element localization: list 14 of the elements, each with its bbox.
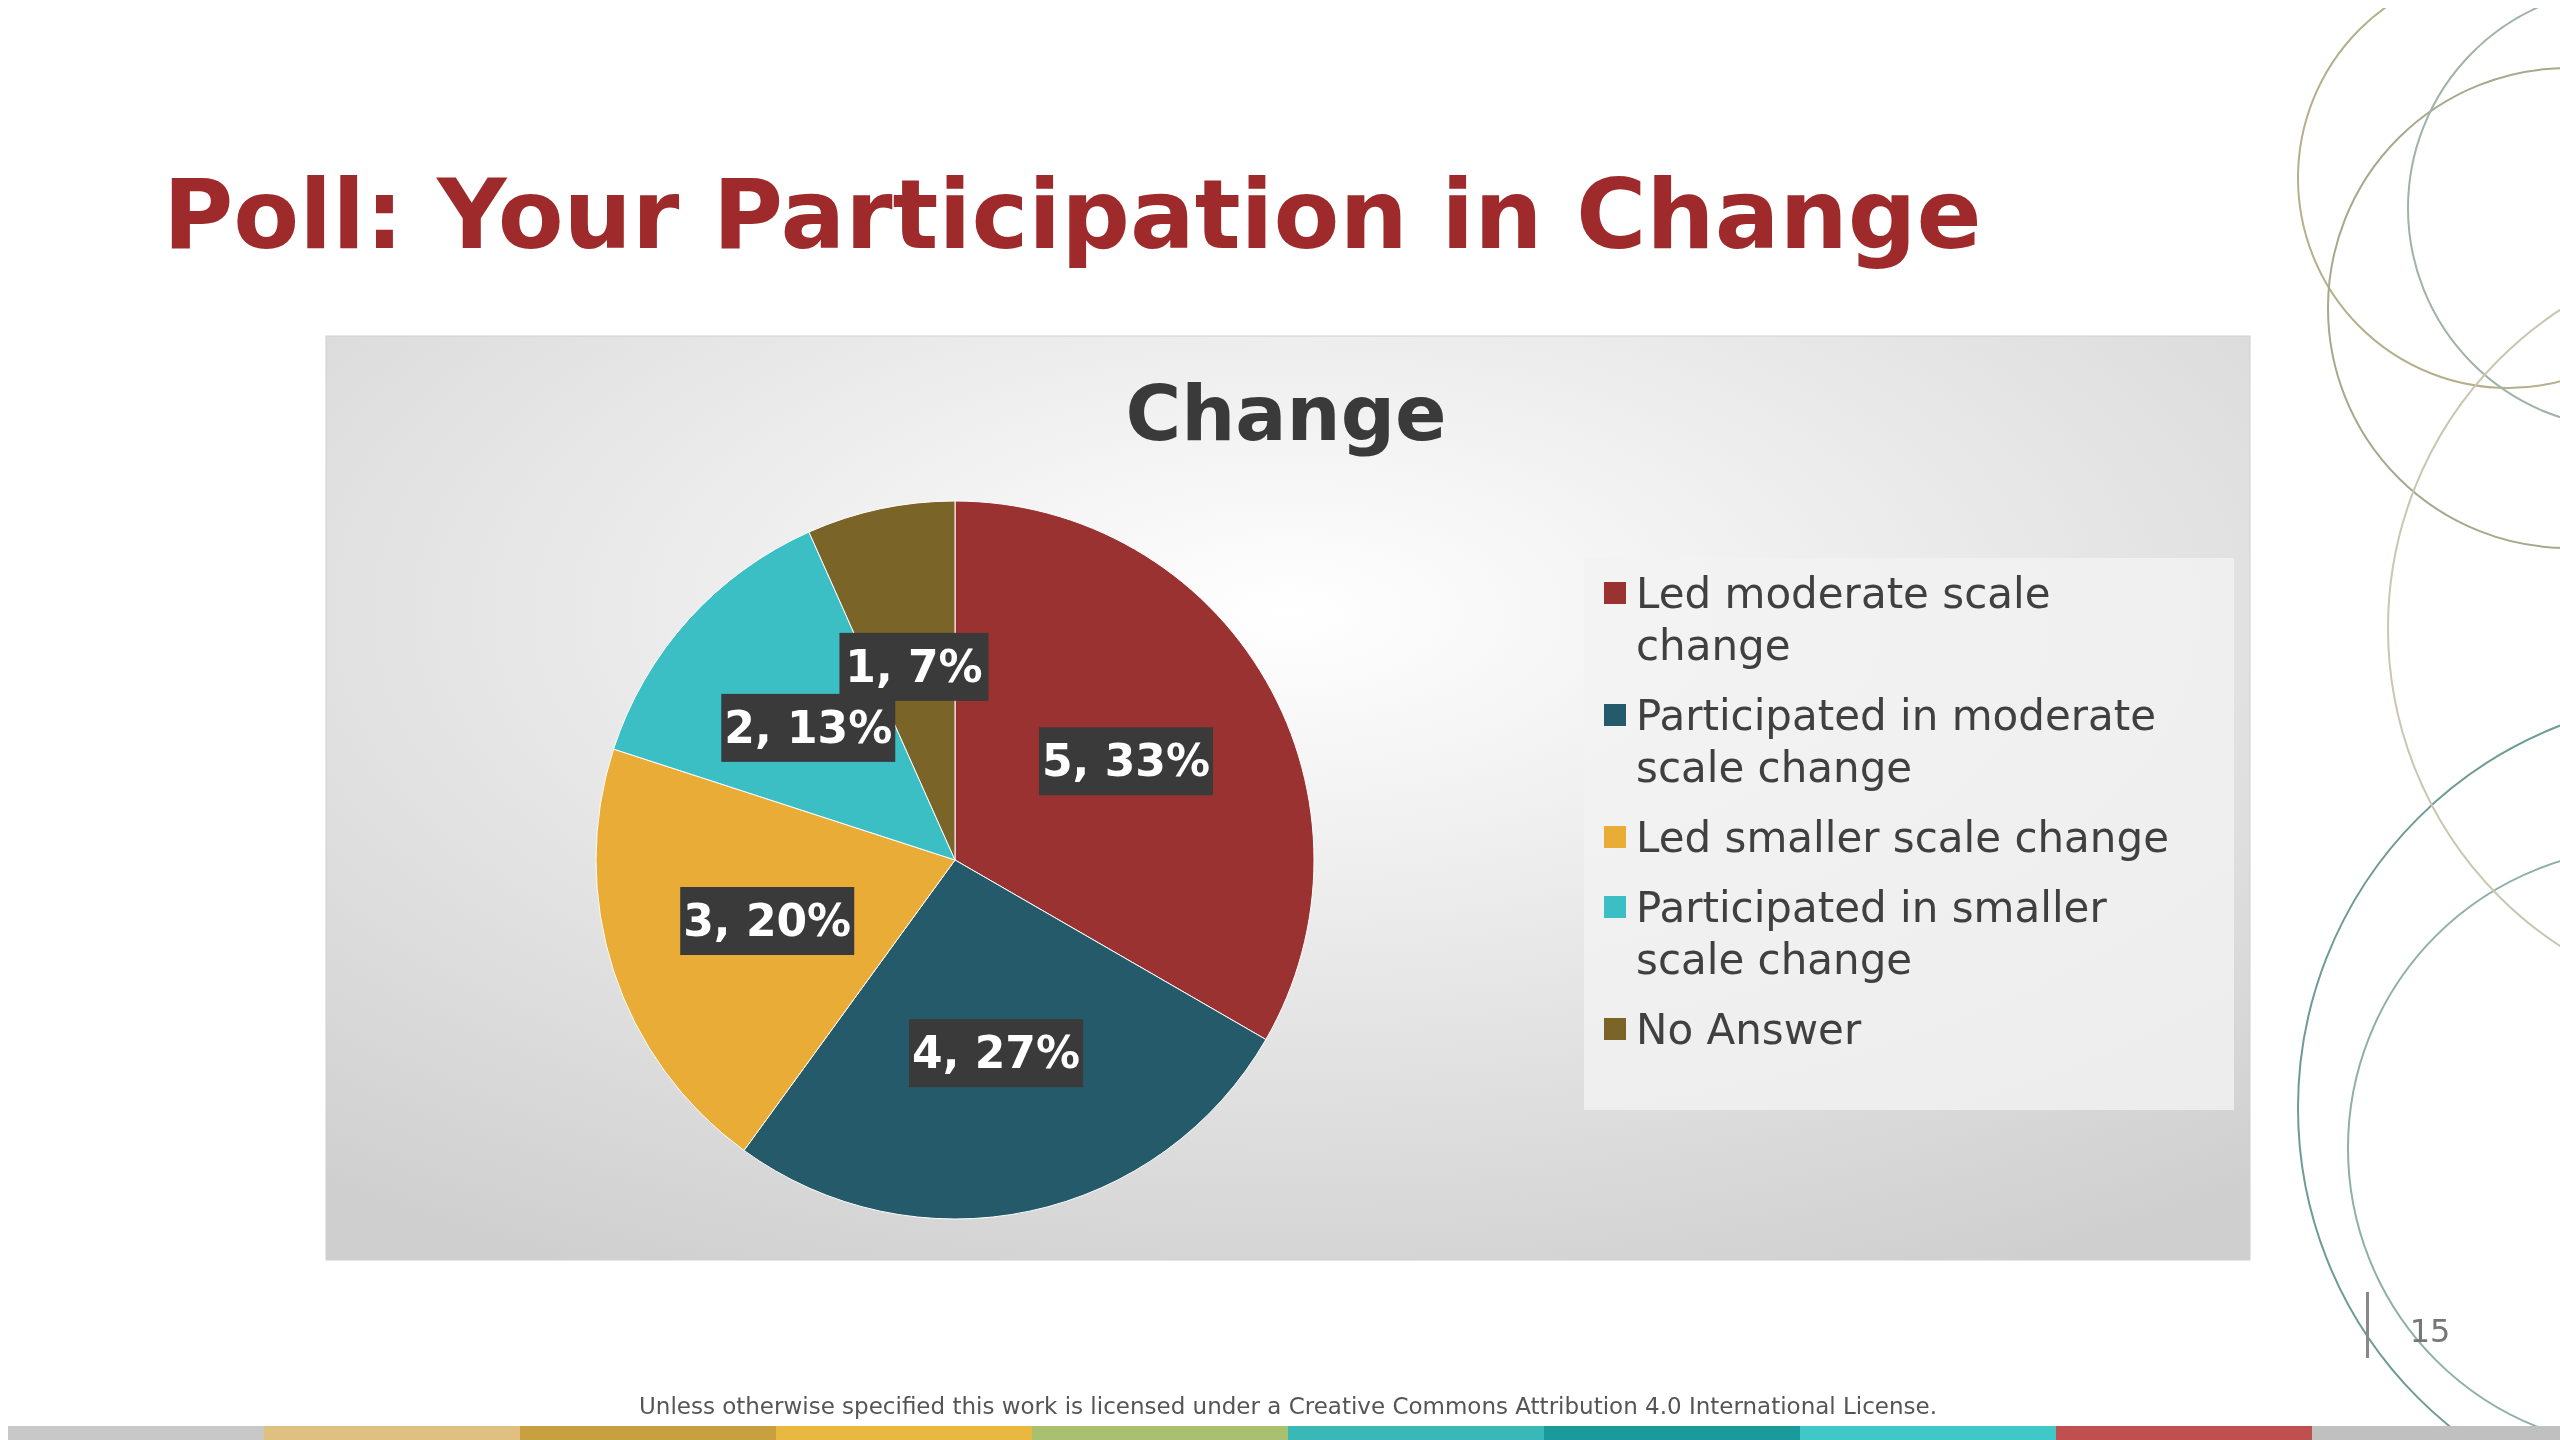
- legend-label: Led smaller scale change: [1636, 813, 2169, 862]
- data-label: 3, 20%: [683, 895, 852, 947]
- chart-title: Poll: Your Participation in Change: [163, 159, 1982, 271]
- data-label: 1, 7%: [845, 640, 983, 692]
- legend-label: Participated in moderate scale change: [1636, 691, 2157, 792]
- chart-subtitle: Change: [1125, 369, 1447, 458]
- data-label: 2, 13%: [724, 701, 893, 753]
- legend-label: Led moderate scale change: [1636, 569, 2051, 670]
- data-label: 4, 27%: [912, 1027, 1081, 1079]
- data-label: 5, 33%: [1042, 735, 1210, 787]
- legend-label: Participated in smaller scale change: [1636, 883, 2108, 984]
- text: 15: [2409, 1312, 2451, 1350]
- text: Unless otherwise specified this work is licensed under a Creative Commons Attribution 4.0 International License.: [638, 1393, 1938, 1419]
- legend-label: No Answer: [1636, 1005, 1862, 1054]
